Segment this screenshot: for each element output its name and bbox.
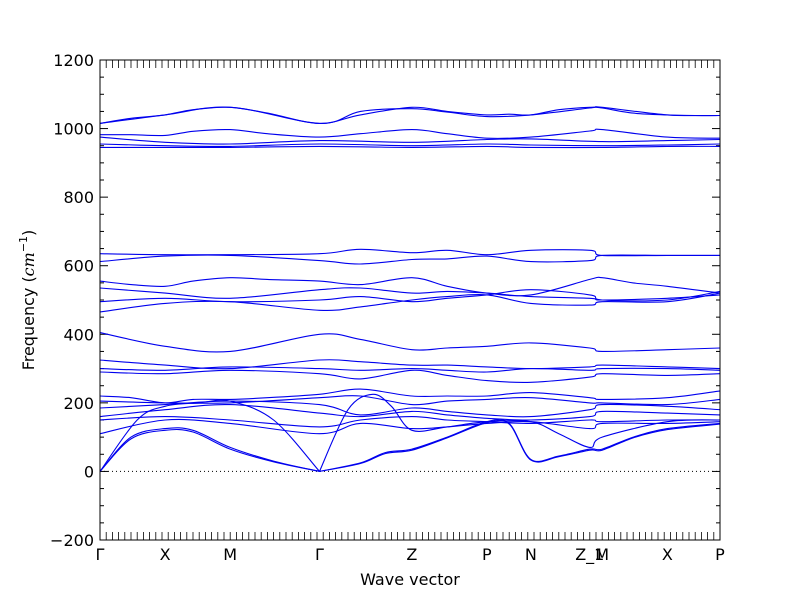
y-tick-label: −200 — [50, 531, 94, 550]
x-tick-label: Z — [406, 545, 417, 564]
band-line — [99, 276, 721, 297]
band-line — [99, 404, 721, 421]
band-line — [99, 366, 721, 373]
x-tick-label: Z_1 — [575, 545, 604, 565]
band-line — [99, 399, 320, 472]
band-line — [99, 359, 721, 370]
x-tick-label: P — [715, 545, 725, 564]
x-tick-label: X — [662, 545, 673, 564]
phonon-bands — [99, 106, 721, 472]
band-line — [99, 143, 721, 148]
x-tick-label: P — [482, 545, 492, 564]
y-tick-label: 600 — [63, 257, 94, 276]
y-axis-label-prefix: Frequency ( — [19, 276, 38, 370]
band-line — [99, 369, 721, 383]
band-line — [99, 287, 721, 301]
y-tick-label: 200 — [63, 394, 94, 413]
band-line — [99, 136, 721, 145]
y-tick-label: 1000 — [53, 120, 94, 139]
band-line — [99, 145, 721, 149]
y-axis-label-suffix: ) — [19, 230, 38, 236]
band-line — [319, 419, 721, 472]
band-line — [319, 418, 721, 472]
x-tick-labels: Γ X M Γ Z P N Z_1M X P — [96, 545, 726, 565]
x-tick-label: X — [160, 545, 171, 564]
band-line — [99, 128, 721, 139]
band-line — [99, 106, 721, 124]
y-axis-label-math: cm — [19, 252, 38, 276]
band-line — [99, 106, 721, 124]
plot-frame — [99, 59, 721, 541]
y-axis-label: Frequency (cm−1) — [17, 230, 38, 371]
x-axis-label: Wave vector — [360, 570, 460, 589]
x-tick-label: Γ — [315, 545, 324, 564]
band-line — [99, 254, 720, 265]
band-line — [99, 427, 320, 472]
y-tick-label: 800 — [63, 188, 94, 207]
y-axis-label-exponent: −1 — [17, 236, 30, 252]
y-tick-label: 0 — [84, 462, 94, 481]
y-tick-label: 1200 — [53, 51, 94, 70]
band-line — [99, 416, 721, 428]
tick-marks — [99, 59, 721, 541]
y-tick-labels: −200 0 200 400 600 800 1000 1200 — [50, 51, 94, 550]
band-line — [99, 395, 721, 406]
band-line — [318, 393, 721, 472]
band-line — [99, 428, 320, 472]
band-line — [99, 292, 721, 313]
x-tick-label: Γ — [96, 545, 105, 564]
band-line — [99, 332, 721, 353]
x-tick-label: M — [223, 545, 237, 564]
y-tick-label: 400 — [63, 325, 94, 344]
x-tick-label: N — [525, 545, 537, 564]
band-line — [99, 388, 721, 404]
x-tick-label: M — [595, 545, 609, 564]
